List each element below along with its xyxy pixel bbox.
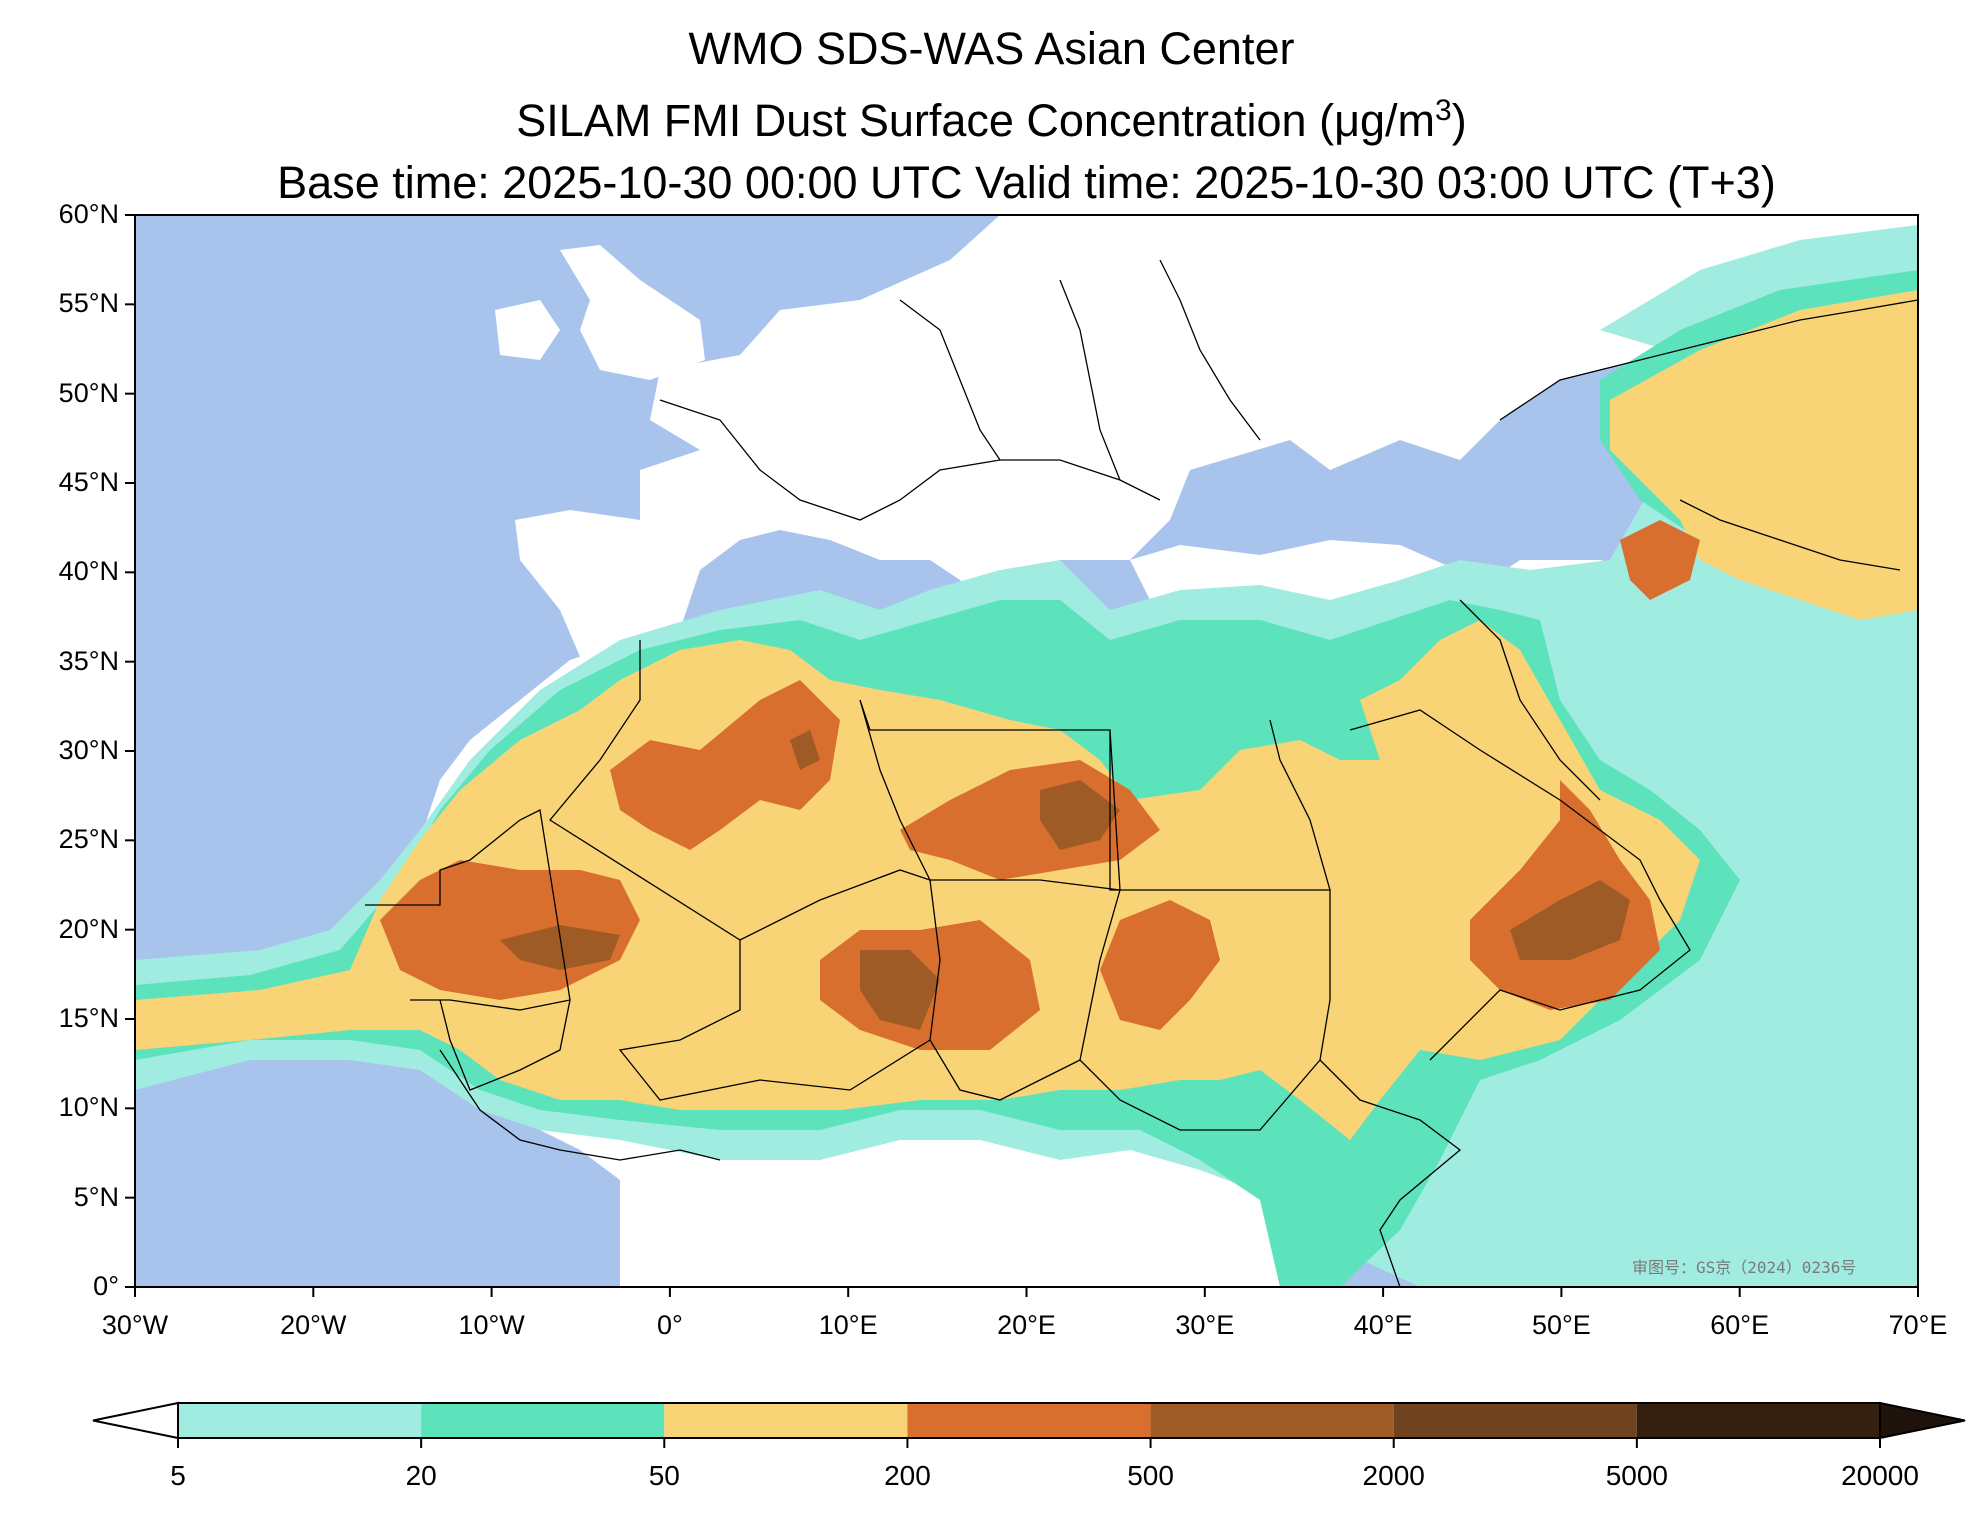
colorbar-level-label: 20 [405,1460,437,1491]
colorbar-segment [664,1403,908,1438]
border-sudan [1079,889,1331,1131]
lat-tick-label: 20°N [58,913,119,944]
europe-landmass [515,215,1918,680]
lon-tick-label: 30°E [1175,1310,1235,1340]
border-algeria [549,640,932,941]
lat-tick-label: 55°N [58,288,119,319]
dust-level-50-200-sahara [135,620,1700,1140]
colorbar-level-label: 500 [1127,1460,1174,1491]
colorbar-segment [421,1403,665,1438]
colorbar-over-arrow [1879,1401,1966,1440]
border-europe-2 [899,299,1001,461]
border-kazakhstan [1499,299,1918,421]
lat-tick-label: 15°N [58,1003,119,1033]
colorbar-level-label: 200 [884,1460,931,1491]
lat-tick-label: 45°N [58,467,119,497]
dust-level-500-2000-mali [500,925,620,970]
border-iraq-iran [1459,599,1601,801]
map-layers [135,215,1918,1287]
dust-level-200-500-caspian [1620,520,1700,600]
lat-tick-label: 40°N [58,556,119,587]
unit-rest: g/m [1360,95,1436,146]
uk-island [560,245,705,380]
colorbar-level-label: 5000 [1605,1460,1668,1491]
lat-tick-label: 25°N [58,824,119,855]
colorbar-segment [1636,1403,1880,1438]
lat-tick-label: 10°N [58,1092,119,1123]
border-europe-4 [1159,259,1261,441]
title-line-2-suffix: ) [1451,95,1467,146]
colorbar-frame [177,1402,1881,1439]
lat-tick-label: 30°N [58,735,119,765]
lat-tick-label: 5°N [73,1181,119,1212]
lon-tick-label: 20°W [280,1310,347,1340]
colorbar-level-label: 50 [648,1460,680,1491]
border-mali [439,999,571,1091]
unit-mu: μ [1334,95,1361,146]
border-libya [859,699,1121,891]
colorbar-segment [1150,1403,1394,1438]
colorbar-segment [178,1403,422,1438]
border-europe-1 [659,399,1161,521]
lon-tick-label: 10°W [458,1310,525,1340]
dust-level-500-2000-chad [860,950,940,1030]
lon-tick-label: 70°E [1888,1310,1948,1340]
ireland-island [495,300,560,360]
dust-level-500-2000-libya [1040,780,1120,850]
map-approval-watermark: 审图号：GS京（2024）0236号 [1632,1258,1857,1277]
dust-level-200-500-algeria [610,680,840,850]
border-central-asia [1679,499,1901,571]
dust-level-500-2000-algeria [790,730,820,770]
colorbar-segment [1393,1403,1637,1438]
dust-level-50-200-central-asia [1610,290,1918,620]
border-west-africa-coast [439,1049,721,1161]
dust-level-200-500-libya [900,760,1160,880]
colorbar-level-label: 20000 [1841,1460,1919,1491]
colorbar-segment [907,1403,1151,1438]
lon-tick-label: 60°E [1710,1310,1770,1340]
border-saudi [1349,709,1691,1061]
title-line-2: SILAM FMI Dust Surface Concentration (μg… [0,80,1983,152]
lon-tick-label: 10°E [818,1310,878,1340]
border-mauritania [365,809,571,1011]
lon-tick-label: 50°E [1531,1310,1591,1340]
border-europe-3 [1059,279,1121,481]
lon-tick-label: 20°E [997,1310,1056,1340]
axis-ticks [125,214,1919,1297]
chart-title: WMO SDS-WAS Asian Center SILAM FMI Dust … [0,18,1983,214]
lat-tick-label: 35°N [58,645,119,676]
colorbar-level-label: 5 [170,1460,186,1491]
country-borders [365,259,1918,1287]
lon-tick-label: 30°W [101,1310,169,1340]
lat-tick-label: 0° [93,1271,119,1301]
border-horn-africa [1319,1059,1462,1287]
lon-tick-label: 0° [656,1310,683,1340]
lat-tick-label: 50°N [58,377,119,408]
border-chad [929,879,1081,1101]
dust-level-200-500-sudan [1100,900,1220,1030]
dust-concentration-contours [135,225,1918,1287]
colorbar-under-arrow [92,1401,179,1440]
dust-level-500-2000-arabia [1510,880,1630,960]
lon-tick-label: 40°E [1353,1310,1413,1340]
lat-tick-label: 60°N [58,199,119,229]
border-niger [618,940,931,1101]
title-line-1: WMO SDS-WAS Asian Center [688,23,1295,74]
colorbar-level-label: 2000 [1362,1460,1425,1491]
border-egypt [1109,719,1331,891]
dust-level-5-20-north [1600,225,1918,360]
title-line-2-prefix: SILAM FMI Dust Surface Concentration ( [516,95,1335,146]
unit-superscript: 3 [1435,94,1452,127]
title-line-3: Base time: 2025-10-30 00:00 UTC Valid ti… [277,157,1776,208]
colorbar [92,1401,1966,1448]
